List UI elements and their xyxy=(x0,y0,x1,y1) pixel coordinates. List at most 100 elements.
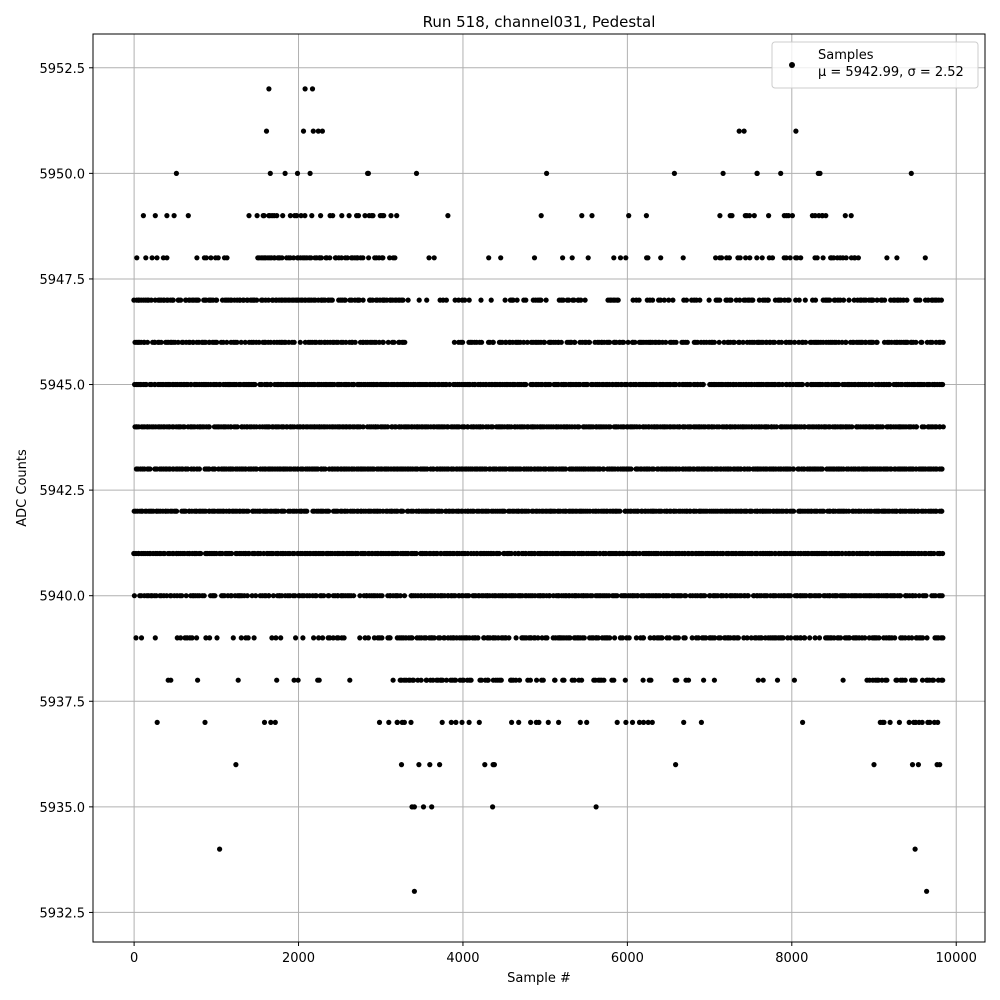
data-point xyxy=(839,339,845,345)
data-point xyxy=(387,255,393,261)
data-point xyxy=(787,255,793,261)
data-point xyxy=(919,719,925,726)
data-point xyxy=(253,466,260,472)
data-point xyxy=(571,677,578,683)
data-point xyxy=(295,677,301,683)
data-point xyxy=(195,677,201,683)
data-point xyxy=(254,213,260,219)
data-point xyxy=(547,381,553,388)
data-point xyxy=(666,297,672,303)
data-point xyxy=(344,255,350,261)
y-axis-ticks: 5932.5 5935.0 5937.5 5940.0 5942.5 5945.0 5947… xyxy=(40,62,93,921)
data-point xyxy=(147,466,153,472)
data-point xyxy=(812,635,818,641)
data-point xyxy=(760,677,766,683)
data-point xyxy=(798,255,804,261)
data-point xyxy=(636,719,643,726)
data-point xyxy=(206,424,212,430)
data-point xyxy=(411,677,417,683)
data-point xyxy=(538,297,544,303)
data-point xyxy=(179,593,185,599)
data-point xyxy=(266,86,272,92)
data-point xyxy=(702,593,708,599)
data-point xyxy=(902,677,908,683)
data-point xyxy=(924,888,930,894)
data-point xyxy=(744,635,750,641)
data-point xyxy=(593,804,599,810)
data-point xyxy=(689,635,695,641)
data-point xyxy=(544,170,550,176)
data-point xyxy=(607,339,613,345)
data-point xyxy=(509,719,515,726)
data-point xyxy=(207,635,213,641)
data-point xyxy=(461,677,467,683)
data-point xyxy=(663,339,669,345)
data-point xyxy=(636,297,642,303)
data-point xyxy=(183,593,189,599)
data-point xyxy=(766,213,772,219)
data-point xyxy=(253,593,259,599)
data-point xyxy=(498,677,504,683)
data-point xyxy=(571,297,577,303)
data-point xyxy=(341,635,347,641)
data-point xyxy=(817,593,823,599)
data-point xyxy=(939,508,945,514)
data-point xyxy=(170,297,176,303)
data-point xyxy=(402,339,408,345)
data-point xyxy=(623,719,629,726)
data-point xyxy=(648,677,654,683)
data-point xyxy=(640,677,646,683)
data-point xyxy=(265,297,272,303)
data-point xyxy=(365,170,371,176)
data-point xyxy=(675,635,682,641)
data-point xyxy=(816,635,823,641)
data-point xyxy=(352,339,358,345)
data-point xyxy=(803,339,809,345)
data-point xyxy=(347,677,353,683)
data-point xyxy=(326,593,332,599)
data-point xyxy=(201,593,207,599)
data-point xyxy=(267,170,273,176)
data-point xyxy=(338,255,345,261)
data-point xyxy=(270,593,276,599)
data-point xyxy=(846,297,852,303)
data-point xyxy=(589,593,595,599)
data-point xyxy=(614,719,620,726)
x-tick-label: 2000 xyxy=(282,951,315,966)
data-point xyxy=(940,677,946,683)
data-point xyxy=(617,255,624,261)
data-point xyxy=(769,255,776,261)
data-point xyxy=(164,255,170,261)
data-point xyxy=(318,213,324,219)
data-point xyxy=(589,213,595,219)
data-point xyxy=(174,508,180,514)
data-point xyxy=(633,635,640,641)
data-point xyxy=(558,339,564,345)
data-point xyxy=(212,466,218,472)
data-point xyxy=(502,297,508,303)
data-point xyxy=(827,297,833,303)
data-point xyxy=(525,508,532,514)
data-point xyxy=(713,255,719,261)
data-point xyxy=(355,213,362,219)
data-point xyxy=(791,508,797,514)
data-point xyxy=(682,635,688,641)
data-point xyxy=(661,297,667,303)
data-point xyxy=(848,213,854,219)
data-point xyxy=(846,508,852,514)
data-point xyxy=(291,339,297,345)
data-point xyxy=(394,719,400,726)
data-point xyxy=(541,339,548,345)
data-point xyxy=(643,213,650,219)
data-point xyxy=(846,635,853,641)
data-point xyxy=(607,424,613,430)
y-tick-label: 5932.5 xyxy=(40,906,86,921)
data-point xyxy=(531,255,538,261)
data-point xyxy=(536,719,542,726)
data-point xyxy=(623,255,629,261)
data-point xyxy=(547,593,553,599)
chart-title: Run 518, channel031, Pedestal xyxy=(423,13,656,31)
data-point xyxy=(894,677,900,683)
data-point xyxy=(783,255,789,261)
data-point xyxy=(820,255,826,261)
